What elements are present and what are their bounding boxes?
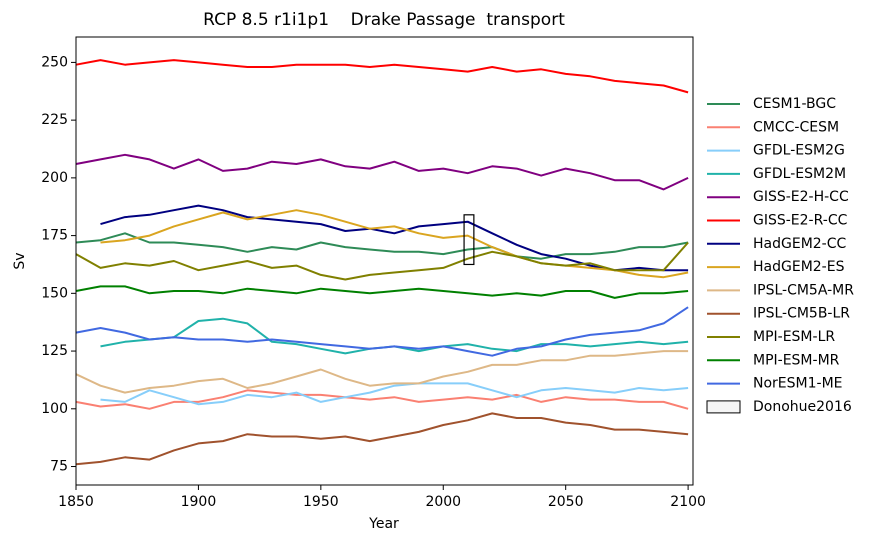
legend-label: MPI-ESM-MR — [753, 352, 840, 368]
y-tick-label: 200 — [41, 170, 68, 186]
legend-label: Donohue2016 — [753, 399, 852, 415]
series-line — [100, 382, 689, 406]
legend-label: CMCC-CESM — [753, 119, 839, 135]
series-line — [75, 59, 689, 94]
chart-title: RCP 8.5 r1i1p1 Drake Passage transport — [203, 10, 565, 30]
legend-label: HadGEM2-CC — [753, 236, 847, 252]
legend-label: GISS-E2-H-CC — [753, 189, 849, 205]
legend-label: GFDL-ESM2G — [753, 143, 845, 159]
legend-label: HadGEM2-ES — [753, 259, 845, 275]
legend-swatch — [706, 400, 741, 414]
series-line — [100, 204, 689, 272]
legend-label: NorESM1-ME — [753, 376, 843, 392]
legend-label: GFDL-ESM2M — [753, 166, 846, 182]
series-line — [75, 350, 689, 394]
series-line — [75, 241, 689, 281]
legend-label: GISS-E2-R-CC — [753, 213, 848, 229]
series-line — [75, 153, 689, 191]
series-line — [100, 317, 689, 355]
series-line — [75, 232, 689, 260]
legend-label: IPSL-CM5A-MR — [753, 282, 854, 298]
series-line — [75, 412, 689, 466]
x-tick-label: 1850 — [58, 494, 94, 510]
legend-label: IPSL-CM5B-LR — [753, 306, 850, 322]
legend-label: CESM1-BGC — [753, 96, 836, 112]
x-tick-label: 1950 — [303, 494, 339, 510]
x-axis-label: Year — [368, 516, 399, 532]
series-line — [75, 389, 689, 410]
y-tick-label: 175 — [41, 228, 68, 244]
x-tick-label: 2050 — [548, 494, 584, 510]
series-line — [75, 285, 689, 299]
y-tick-label: 75 — [50, 459, 68, 475]
y-tick-label: 150 — [41, 285, 68, 301]
x-tick-label: 2000 — [425, 494, 461, 510]
legend-label: MPI-ESM-LR — [753, 329, 835, 345]
y-tick-label: 100 — [41, 401, 68, 417]
x-tick-label: 1900 — [181, 494, 217, 510]
series-line — [75, 306, 689, 357]
y-tick-label: 250 — [41, 54, 68, 70]
y-tick-label: 225 — [41, 112, 68, 128]
obs-box — [463, 214, 475, 266]
y-tick-label: 125 — [41, 343, 68, 359]
y-axis-label: Sv — [12, 252, 28, 269]
plot-frame — [75, 36, 694, 486]
series-line — [100, 209, 689, 279]
x-tick-label: 2100 — [670, 494, 706, 510]
